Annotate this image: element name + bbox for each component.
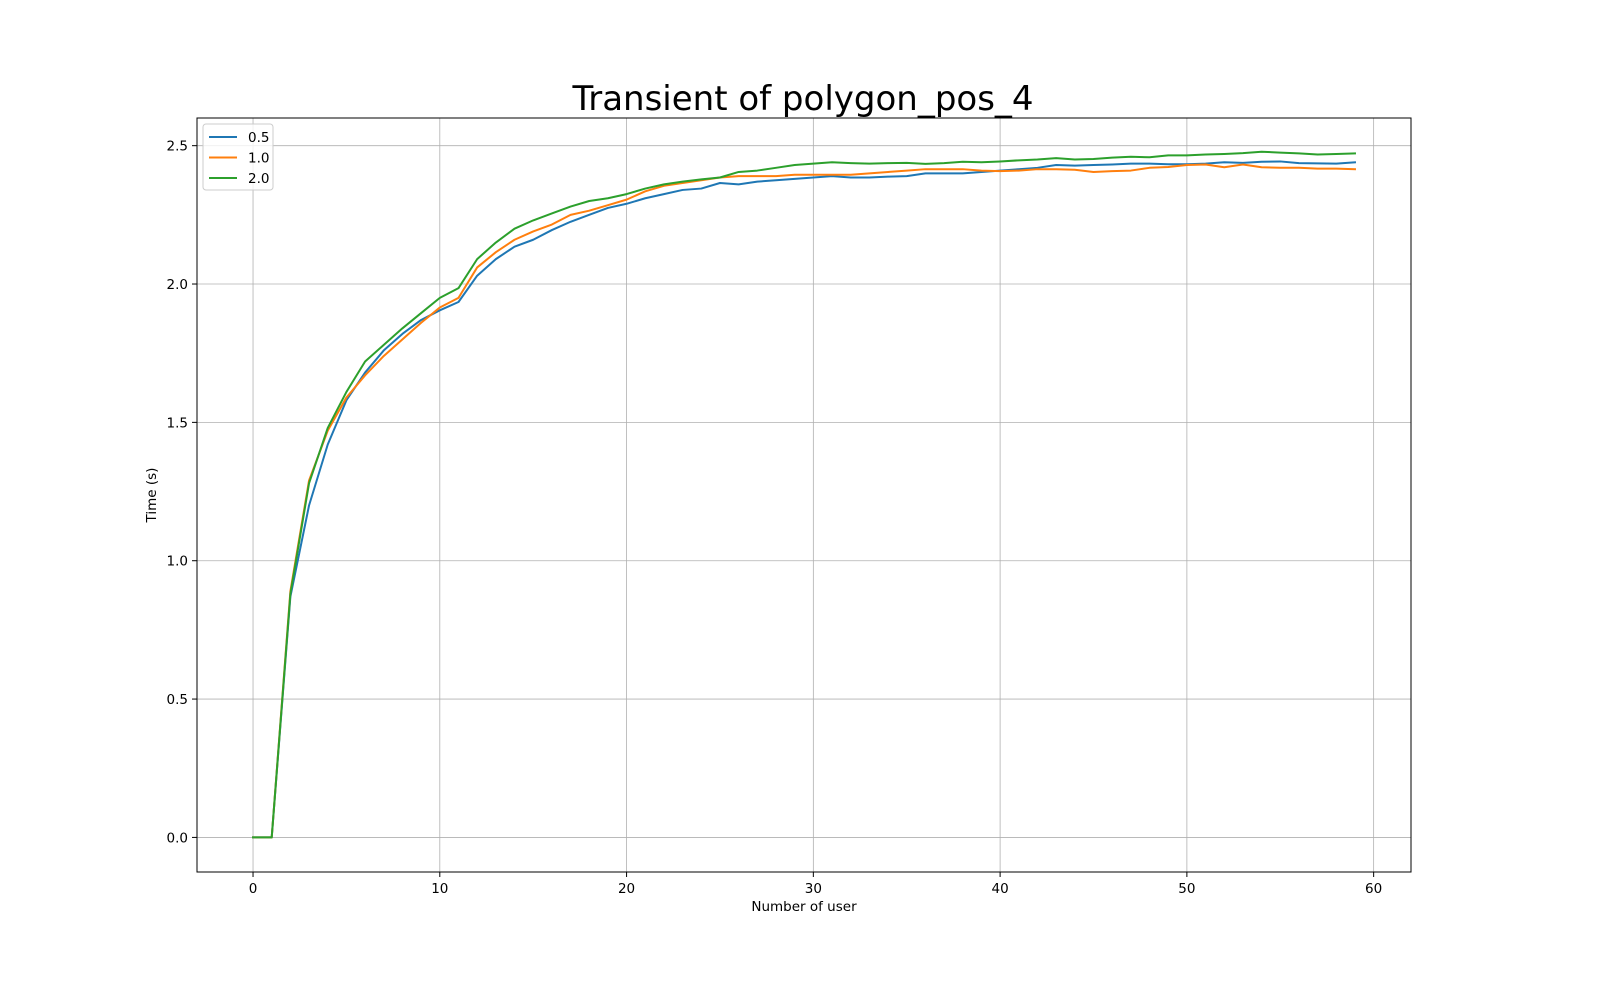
legend: 0.5 1.0 2.0 [202,123,274,191]
x-tick-label: 20 [618,881,635,897]
grid [197,118,1411,872]
y-tick-label: 2.0 [167,277,188,293]
legend-box [202,123,274,191]
series-line-1-0 [252,163,1356,839]
y-axis-ticks: 0.0 0.5 1.0 1.5 2.0 2.5 [167,139,197,846]
y-tick-label: 0.5 [167,692,188,708]
series-line-2-0 [252,150,1356,839]
y-tick-label: 2.5 [167,139,188,155]
x-tick-label: 60 [1365,881,1382,897]
legend-label: 2.0 [248,171,269,187]
x-tick-label: 40 [992,881,1009,897]
chart-title: Transient of polygon_pos_4 [571,79,1033,119]
y-axis-label: Time (s) [144,468,160,524]
x-tick-label: 10 [431,881,448,897]
x-tick-label: 0 [249,881,258,897]
x-tick-label: 30 [805,881,822,897]
series-lines [252,150,1357,839]
y-tick-label: 0.0 [167,830,188,846]
y-tick-label: 1.0 [167,554,188,570]
x-tick-label: 50 [1178,881,1195,897]
series-line-0-5 [252,160,1357,839]
x-axis-ticks: 0 10 20 30 40 50 60 [249,872,1382,897]
legend-label: 1.0 [248,151,269,167]
legend-label: 0.5 [248,130,269,146]
plot-frame [196,117,1412,873]
x-axis-label: Number of user [751,899,857,915]
y-tick-label: 1.5 [167,415,188,431]
